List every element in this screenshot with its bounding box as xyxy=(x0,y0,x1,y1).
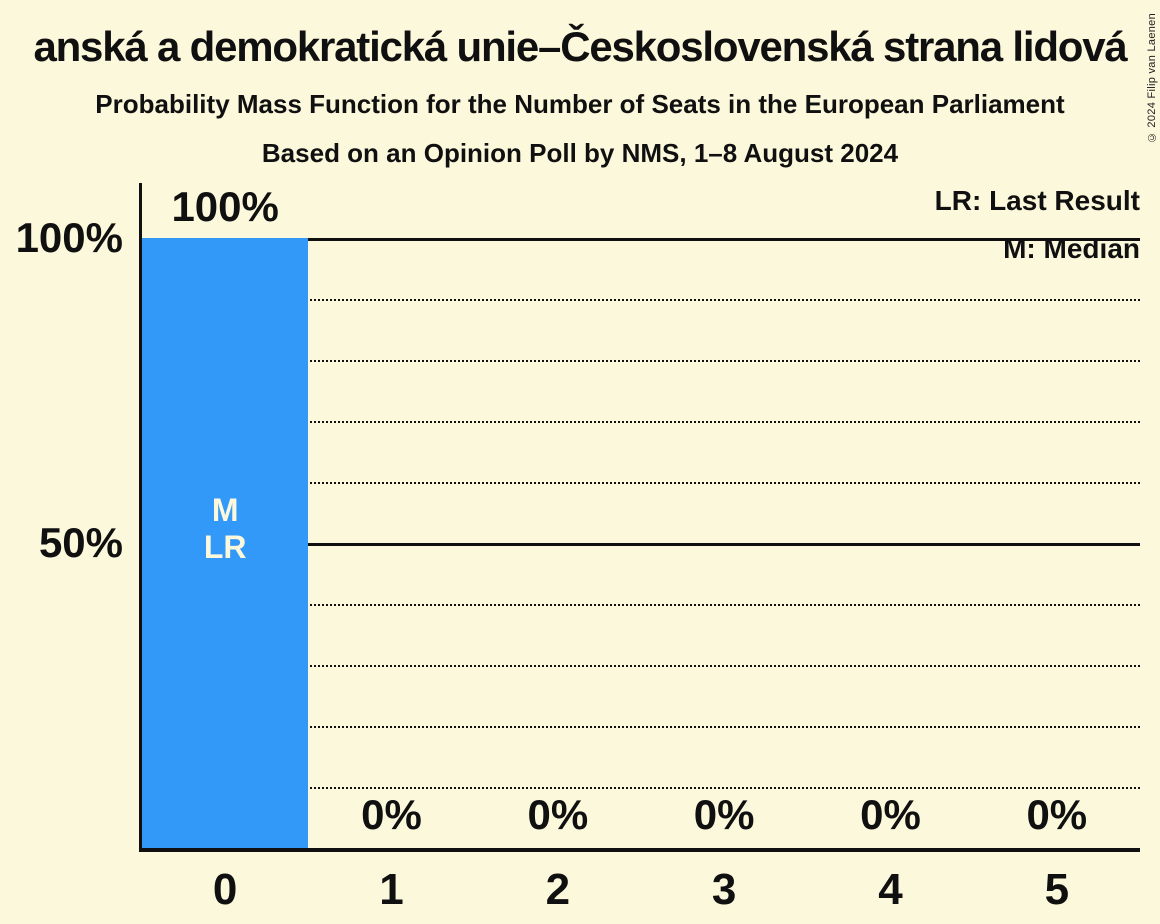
bar-value-label-seat-1: 0% xyxy=(361,791,422,838)
x-axis-label-seat-3: 3 xyxy=(711,865,737,914)
gridline-10pct-dotted xyxy=(142,787,1140,789)
bar-value-label-seat-4: 0% xyxy=(860,791,921,838)
gridline-20pct-dotted xyxy=(142,726,1140,728)
gridline-90pct-dotted xyxy=(142,299,1140,301)
gridline-100pct-solid xyxy=(142,238,1140,241)
chart-title: anská a demokratická unie–Československá… xyxy=(33,23,1127,70)
gridline-70pct-dotted xyxy=(142,421,1140,423)
bar-seat-0: M LR xyxy=(142,238,309,848)
y-axis-label-100: 100% xyxy=(15,214,123,261)
gridline-40pct-dotted xyxy=(142,604,1140,606)
bar-value-label-seat-5: 0% xyxy=(1026,791,1088,838)
x-axis-label-seat-4: 4 xyxy=(878,865,903,914)
bar-value-labels-row: 0% 0% 0% 0% 0% xyxy=(142,792,1140,838)
x-axis-label-seat-0: 0 xyxy=(212,865,238,914)
copyright-notice: © 2024 Filip van Laenen xyxy=(1146,13,1158,144)
bar-value-label-seat-2: 0% xyxy=(527,791,589,838)
gridline-50pct-solid xyxy=(142,543,1140,546)
x-axis-label-seat-1: 1 xyxy=(379,865,404,914)
gridline-60pct-dotted xyxy=(142,482,1140,484)
chart-subtitle: Probability Mass Function for the Number… xyxy=(95,89,1065,119)
y-axis-label-50: 50% xyxy=(38,519,123,566)
legend-last-result: LR: Last Result xyxy=(934,185,1140,216)
gridline-80pct-dotted xyxy=(142,360,1140,362)
bar-annotation-stack: M LR xyxy=(142,492,308,566)
plot-area: M LR 100% 0% 0% 0% 0% 0% xyxy=(139,183,1140,852)
median-marker: M xyxy=(211,492,239,528)
last-result-marker: LR xyxy=(203,529,247,565)
bar-value-label-seat-0-spacer xyxy=(142,792,308,838)
x-axis-label-seat-5: 5 xyxy=(1044,865,1070,914)
legend-median: M: Median xyxy=(1003,233,1140,264)
poll-info-line: Based on an Opinion Poll by NMS, 1–8 Aug… xyxy=(261,138,899,168)
x-axis-labels-row: 0 1 2 3 4 5 xyxy=(142,867,1140,913)
gridline-30pct-dotted xyxy=(142,665,1140,667)
bar-value-label-seat-3: 0% xyxy=(693,791,755,838)
bar-value-label-seat-0: 100% xyxy=(171,183,279,230)
x-axis-label-seat-2: 2 xyxy=(545,865,571,914)
